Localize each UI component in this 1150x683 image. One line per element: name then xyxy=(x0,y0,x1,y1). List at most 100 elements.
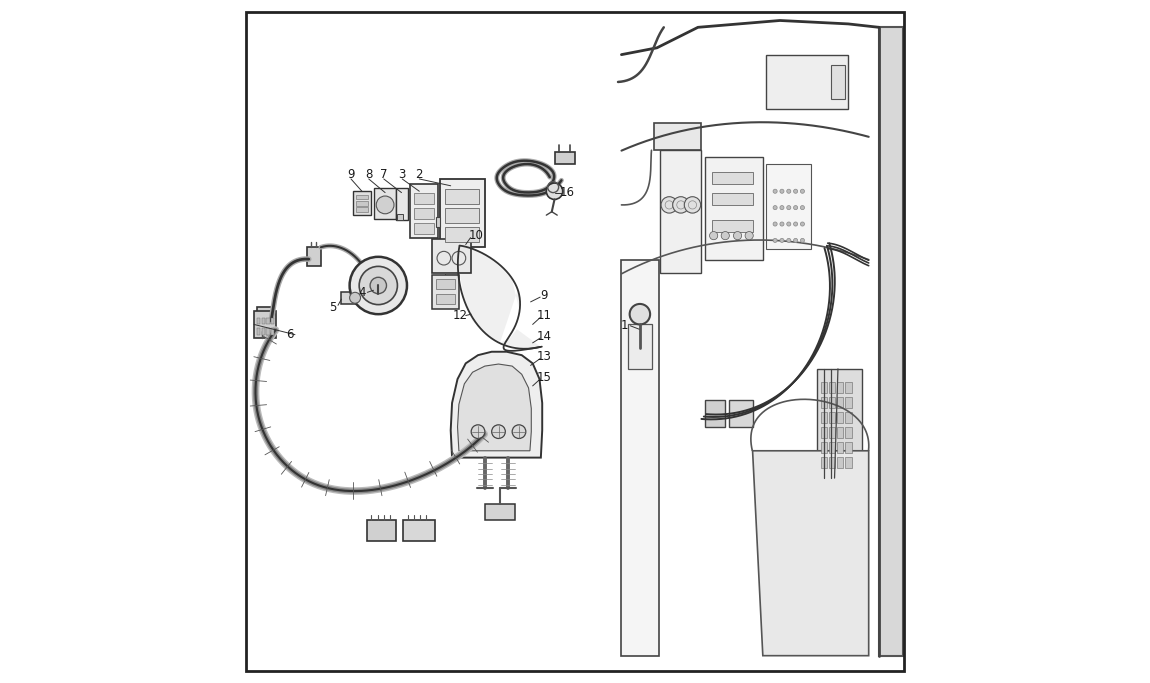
Circle shape xyxy=(800,222,805,226)
Bar xyxy=(436,294,454,304)
Bar xyxy=(829,412,835,423)
Circle shape xyxy=(787,238,791,242)
Text: 16: 16 xyxy=(559,186,574,199)
Polygon shape xyxy=(431,239,472,273)
Polygon shape xyxy=(766,55,849,109)
Polygon shape xyxy=(409,184,438,238)
Circle shape xyxy=(710,232,718,240)
Polygon shape xyxy=(621,260,659,656)
Text: 14: 14 xyxy=(537,329,552,343)
Text: 1: 1 xyxy=(621,319,629,333)
Polygon shape xyxy=(374,188,396,219)
Circle shape xyxy=(800,238,805,242)
Circle shape xyxy=(780,238,784,242)
Circle shape xyxy=(773,222,777,226)
Text: 10: 10 xyxy=(468,229,483,242)
Polygon shape xyxy=(396,188,407,220)
Circle shape xyxy=(780,206,784,210)
Bar xyxy=(845,427,852,438)
Text: 11: 11 xyxy=(537,309,552,322)
Text: 9: 9 xyxy=(347,167,354,181)
Bar xyxy=(445,208,480,223)
Bar xyxy=(712,172,752,184)
Bar xyxy=(445,189,480,204)
Text: 4: 4 xyxy=(358,285,366,299)
Bar xyxy=(829,457,835,468)
Polygon shape xyxy=(254,311,276,338)
Circle shape xyxy=(673,197,689,213)
Text: 7: 7 xyxy=(380,167,388,181)
Bar xyxy=(837,412,843,423)
Polygon shape xyxy=(879,27,903,656)
Bar xyxy=(256,318,260,324)
Bar xyxy=(256,328,260,335)
Circle shape xyxy=(661,197,677,213)
Polygon shape xyxy=(353,191,371,215)
Circle shape xyxy=(350,257,407,314)
Circle shape xyxy=(773,206,777,210)
Circle shape xyxy=(630,304,650,324)
Polygon shape xyxy=(367,520,396,541)
Polygon shape xyxy=(436,217,439,227)
Bar xyxy=(445,227,480,242)
Bar xyxy=(845,457,852,468)
Bar xyxy=(837,397,843,408)
Circle shape xyxy=(793,206,798,210)
Polygon shape xyxy=(628,324,652,369)
Circle shape xyxy=(773,189,777,193)
Bar xyxy=(845,412,852,423)
Circle shape xyxy=(787,206,791,210)
Bar xyxy=(829,397,835,408)
Text: 15: 15 xyxy=(537,370,552,384)
Polygon shape xyxy=(818,369,861,478)
Bar xyxy=(837,382,843,393)
Polygon shape xyxy=(342,292,367,304)
Text: 8: 8 xyxy=(365,167,373,181)
Text: 2: 2 xyxy=(415,167,423,181)
Bar xyxy=(829,382,835,393)
Circle shape xyxy=(370,277,386,294)
Polygon shape xyxy=(431,275,459,309)
Polygon shape xyxy=(485,504,515,520)
Bar xyxy=(261,328,264,335)
Bar xyxy=(821,382,827,393)
Circle shape xyxy=(546,183,562,199)
Circle shape xyxy=(512,425,526,438)
Bar xyxy=(821,427,827,438)
Bar xyxy=(712,220,752,232)
Circle shape xyxy=(800,206,805,210)
Bar xyxy=(355,201,368,206)
Circle shape xyxy=(684,197,700,213)
Polygon shape xyxy=(705,157,762,260)
Polygon shape xyxy=(831,65,845,99)
Bar xyxy=(837,442,843,453)
Polygon shape xyxy=(653,123,702,150)
Circle shape xyxy=(800,189,805,193)
Circle shape xyxy=(793,189,798,193)
Polygon shape xyxy=(307,247,321,266)
Polygon shape xyxy=(365,294,392,301)
Bar xyxy=(414,223,435,234)
Circle shape xyxy=(745,232,753,240)
Text: 6: 6 xyxy=(285,328,293,342)
Bar xyxy=(821,397,827,408)
Polygon shape xyxy=(766,164,811,249)
Bar xyxy=(821,457,827,468)
Polygon shape xyxy=(459,246,540,348)
Polygon shape xyxy=(752,451,868,656)
Bar xyxy=(414,208,435,219)
Bar xyxy=(837,457,843,468)
Bar xyxy=(712,193,752,205)
Polygon shape xyxy=(439,179,485,247)
Bar xyxy=(267,328,270,335)
Circle shape xyxy=(721,232,729,240)
Text: 5: 5 xyxy=(329,301,336,314)
Bar xyxy=(271,328,275,335)
Polygon shape xyxy=(398,214,402,220)
Bar xyxy=(355,207,368,212)
Circle shape xyxy=(780,222,784,226)
Bar xyxy=(829,442,835,453)
Polygon shape xyxy=(258,307,275,331)
Bar xyxy=(845,382,852,393)
Circle shape xyxy=(773,238,777,242)
